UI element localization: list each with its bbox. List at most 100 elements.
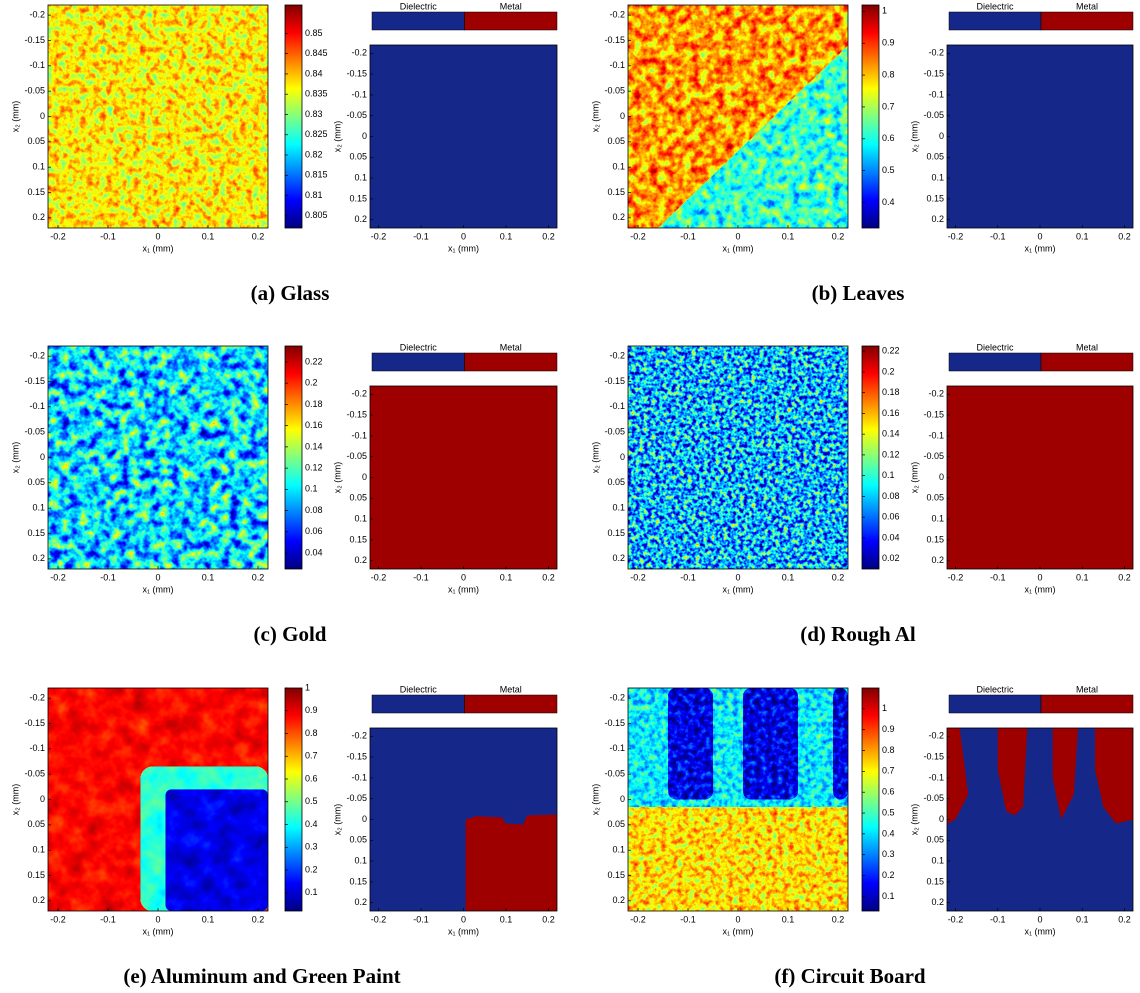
- x-axis-label: x₁ (mm): [448, 243, 479, 253]
- colorbar-tick-label: 0.845: [305, 48, 328, 58]
- y-tick-label: -0.2: [29, 10, 45, 20]
- y-tick-label: -0.2: [928, 48, 944, 58]
- y-tick-label: -0.15: [923, 68, 944, 78]
- x-tick-label: -0.1: [100, 231, 116, 241]
- legend-label: Metal: [500, 342, 522, 352]
- axes-frame: [47, 4, 269, 229]
- x-tick-label: 0.2: [832, 572, 845, 582]
- colorbar-tick-label: 0.2: [305, 378, 318, 388]
- colorbar-tick-label: 0.2: [305, 864, 318, 874]
- colorbar-tick-label: 0.14: [305, 441, 323, 451]
- legend-label: Dielectric: [976, 1, 1014, 11]
- x-tick-label: -0.2: [50, 572, 66, 582]
- colorbar-tick-label: 0.2: [882, 870, 895, 880]
- y-tick-label: -0.2: [351, 389, 367, 399]
- y-tick-label: 0.05: [349, 835, 367, 845]
- colorbar-tick-label: 0.5: [882, 807, 895, 817]
- colorbar-tick-label: 0.22: [305, 356, 323, 366]
- x-tick-label: 0.1: [500, 231, 513, 241]
- x-tick-label: 0.2: [1118, 231, 1131, 241]
- y-tick-label: 0.05: [926, 493, 944, 503]
- y-tick-label: -0.05: [24, 86, 45, 96]
- legend-label: Dielectric: [976, 342, 1014, 352]
- colorbar-tick-label: 0.9: [305, 705, 318, 715]
- x-tick-label: 0.1: [782, 914, 795, 924]
- legend-label: Dielectric: [976, 684, 1014, 694]
- colorbar-tick-label: 0.14: [882, 429, 900, 439]
- x-tick-label: 0.2: [1118, 572, 1131, 582]
- legend-swatch: [948, 11, 1042, 31]
- y-tick-label: -0.15: [24, 718, 45, 728]
- y-tick-label: 0: [939, 472, 944, 482]
- axes-frame: [369, 385, 558, 570]
- x-tick-label: 0.1: [1076, 572, 1089, 582]
- y-tick-label: 0.15: [607, 528, 625, 538]
- x-tick-label: 0.2: [832, 914, 845, 924]
- x-tick-label: 0.1: [202, 572, 215, 582]
- colorbar-tick-label: 0.18: [305, 399, 323, 409]
- y-tick-label: -0.1: [928, 772, 944, 782]
- y-tick-label: 0.1: [354, 172, 367, 182]
- colorbar-tick-label: 0.5: [882, 165, 895, 175]
- x-tick-label: -0.1: [990, 231, 1006, 241]
- colorbar-tick-label: 1: [882, 6, 887, 16]
- class-map: [947, 45, 1133, 228]
- colorbar: [284, 345, 303, 570]
- x-axis-label: x₁ (mm): [142, 926, 173, 936]
- y-tick-label: -0.1: [29, 401, 45, 411]
- y-tick-label: -0.15: [923, 409, 944, 419]
- legend-swatch: [1040, 352, 1134, 372]
- y-tick-label: 0.15: [27, 528, 45, 538]
- colorbar-tick-label: 0.4: [305, 819, 318, 829]
- class-region: [947, 728, 969, 824]
- colorbar-tick-label: 0.08: [882, 491, 900, 501]
- y-tick-label: -0.15: [24, 376, 45, 386]
- x-axis-label: x₁ (mm): [448, 584, 479, 594]
- y-tick-label: 0.15: [926, 534, 944, 544]
- colorbar-tick-label: 0.6: [305, 773, 318, 783]
- colorbar-tick-label: 0.02: [882, 553, 900, 563]
- y-axis-label: x₂ (mm): [590, 442, 600, 473]
- y-tick-label: 0.15: [349, 193, 367, 203]
- y-tick-label: 0.2: [354, 214, 367, 224]
- x-axis-label: x₁ (mm): [142, 243, 173, 253]
- y-axis-label: x₂ (mm): [590, 101, 600, 132]
- y-tick-label: 0.1: [931, 855, 944, 865]
- x-tick-label: -0.1: [413, 914, 429, 924]
- colorbar-tick-label: 0.16: [882, 408, 900, 418]
- x-tick-label: 0.1: [782, 231, 795, 241]
- y-tick-label: -0.2: [928, 731, 944, 741]
- y-tick-label: 0.2: [612, 212, 625, 222]
- x-tick-label: -0.2: [948, 231, 964, 241]
- axes-frame: [47, 687, 269, 912]
- x-tick-label: 0: [461, 572, 466, 582]
- axes-frame: [627, 4, 849, 229]
- class-map: [370, 45, 557, 228]
- class-region: [465, 814, 557, 911]
- y-axis-label: x₂ (mm): [909, 804, 919, 835]
- x-tick-label: -0.1: [413, 231, 429, 241]
- x-tick-label: -0.1: [680, 914, 696, 924]
- legend-label: Metal: [1076, 342, 1098, 352]
- y-tick-label: 0: [939, 131, 944, 141]
- y-tick-label: 0.2: [32, 553, 45, 563]
- x-tick-label: 0.2: [832, 231, 845, 241]
- x-tick-label: 0.2: [542, 572, 555, 582]
- colorbar-tick-label: 0.8: [305, 728, 318, 738]
- legend-swatch: [464, 11, 558, 31]
- x-tick-label: -0.1: [990, 914, 1006, 924]
- class-region: [1052, 728, 1079, 820]
- colorbar-tick-label: 0.4: [882, 828, 895, 838]
- x-tick-label: -0.2: [50, 231, 66, 241]
- y-tick-label: -0.15: [346, 751, 367, 761]
- legend-swatch: [1040, 11, 1134, 31]
- panel-caption: (e) Aluminum and Green Paint: [123, 964, 400, 988]
- colorbar-tick-label: 0.835: [305, 89, 328, 99]
- panel-caption: (f) Circuit Board: [774, 964, 926, 988]
- y-tick-label: 0.15: [27, 187, 45, 197]
- y-tick-label: -0.2: [928, 389, 944, 399]
- colorbar-tick-label: 0.805: [305, 210, 328, 220]
- y-tick-label: 0.2: [931, 555, 944, 565]
- colorbar-tick-label: 0.5: [305, 796, 318, 806]
